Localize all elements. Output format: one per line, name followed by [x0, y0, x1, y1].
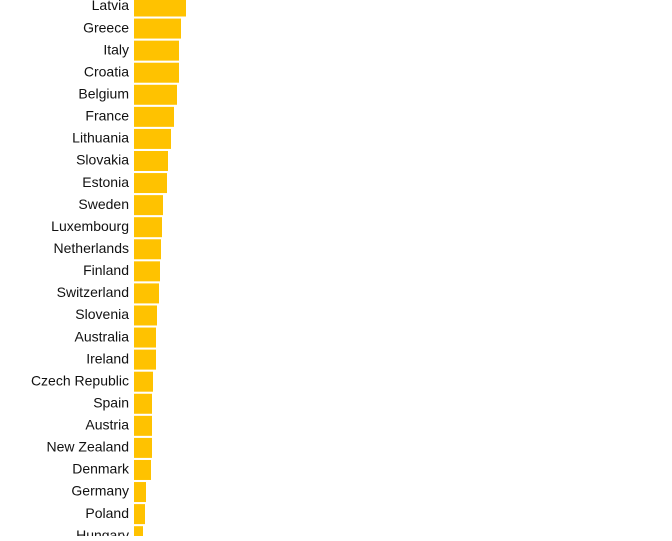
category-label-belgium: Belgium	[78, 85, 129, 101]
category-label-france: France	[85, 108, 129, 124]
bar-luxembourg	[134, 217, 162, 238]
category-label-latvia: Latvia	[92, 0, 130, 13]
category-label-luxembourg: Luxembourg	[51, 218, 129, 234]
category-label-austria: Austria	[85, 417, 129, 433]
bar-spain	[134, 393, 152, 414]
bar-poland	[134, 504, 145, 525]
bar-australia	[134, 327, 156, 348]
category-label-italy: Italy	[103, 41, 129, 57]
category-label-switzerland: Switzerland	[57, 284, 129, 300]
bar-germany	[134, 482, 146, 503]
bar-croatia	[134, 62, 179, 83]
bar-lithuania	[134, 128, 171, 149]
bar-netherlands	[134, 239, 161, 260]
category-label-greece: Greece	[83, 19, 129, 35]
category-label-spain: Spain	[93, 394, 129, 410]
bar-denmark	[134, 459, 151, 480]
category-label-hungary: Hungary	[76, 527, 129, 536]
category-label-estonia: Estonia	[82, 174, 129, 190]
bar-sweden	[134, 195, 163, 216]
category-label-croatia: Croatia	[84, 63, 129, 79]
bar-ireland	[134, 349, 156, 370]
category-label-sweden: Sweden	[78, 196, 129, 212]
bar-switzerland	[134, 283, 159, 304]
category-label-australia: Australia	[75, 328, 130, 344]
category-label-slovakia: Slovakia	[76, 152, 129, 168]
category-label-netherlands: Netherlands	[54, 240, 130, 256]
category-label-czech-republic: Czech Republic	[31, 372, 129, 388]
category-label-germany: Germany	[71, 483, 129, 499]
bar-slovenia	[134, 305, 157, 326]
bar-slovakia	[134, 150, 168, 171]
category-label-lithuania: Lithuania	[72, 130, 129, 146]
category-label-finland: Finland	[83, 262, 129, 278]
bar-czech-republic	[134, 371, 153, 392]
bar-france	[134, 106, 174, 127]
category-label-denmark: Denmark	[72, 461, 130, 477]
category-label-poland: Poland	[85, 505, 129, 521]
category-label-new-zealand: New Zealand	[47, 439, 130, 455]
bar-italy	[134, 40, 179, 61]
bar-hungary	[134, 526, 143, 541]
category-label-ireland: Ireland	[86, 350, 129, 366]
bar-finland	[134, 261, 160, 282]
bar-greece	[134, 18, 181, 39]
bar-belgium	[134, 84, 177, 105]
bar-new-zealand	[134, 437, 152, 458]
bar-latvia	[134, 0, 186, 17]
bar-austria	[134, 415, 152, 436]
category-label-slovenia: Slovenia	[75, 306, 129, 322]
bar-estonia	[134, 173, 167, 194]
